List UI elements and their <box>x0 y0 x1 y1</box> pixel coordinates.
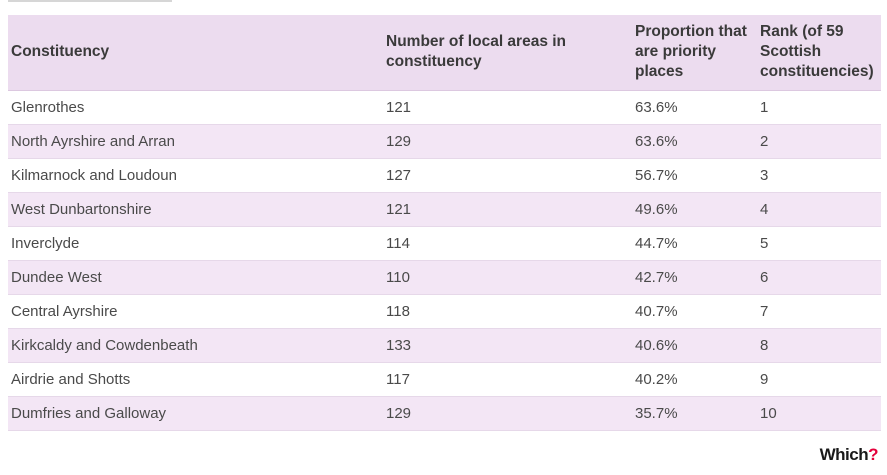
which-logo: Which? <box>819 445 879 465</box>
cell-local-areas: 117 <box>382 362 631 397</box>
cell-proportion: 63.6% <box>631 124 756 159</box>
cell-proportion: 44.7% <box>631 226 756 261</box>
cell-constituency: Kilmarnock and Loudoun <box>8 158 382 193</box>
table-row: Kilmarnock and Loudoun 127 56.7% 3 <box>8 158 881 193</box>
cell-local-areas: 129 <box>382 124 631 159</box>
cell-constituency: West Dunbartonshire <box>8 192 382 227</box>
cell-proportion: 63.6% <box>631 90 756 125</box>
cell-proportion: 35.7% <box>631 396 756 431</box>
logo-question-mark: ? <box>868 445 878 464</box>
cell-proportion: 40.7% <box>631 294 756 329</box>
cell-proportion: 40.2% <box>631 362 756 397</box>
column-header-constituency: Constituency <box>8 15 382 91</box>
cell-rank: 3 <box>756 158 881 193</box>
cell-constituency: Dundee West <box>8 260 382 295</box>
cell-local-areas: 110 <box>382 260 631 295</box>
cell-local-areas: 114 <box>382 226 631 261</box>
cell-proportion: 49.6% <box>631 192 756 227</box>
cell-rank: 5 <box>756 226 881 261</box>
table-header: Constituency Number of local areas in co… <box>8 15 881 91</box>
table-row: Airdrie and Shotts 117 40.2% 9 <box>8 362 881 397</box>
column-header-local-areas: Number of local areas in constituency <box>382 15 631 91</box>
table-row: Kirkcaldy and Cowdenbeath 133 40.6% 8 <box>8 328 881 363</box>
cell-rank: 9 <box>756 362 881 397</box>
table-row: Glenrothes 121 63.6% 1 <box>8 90 881 125</box>
column-header-rank: Rank (of 59 Scottish constituencies) <box>756 15 881 91</box>
logo-wordmark: Which <box>819 445 869 464</box>
cell-proportion: 56.7% <box>631 158 756 193</box>
cell-local-areas: 127 <box>382 158 631 193</box>
table-row: Dumfries and Galloway 129 35.7% 10 <box>8 396 881 431</box>
cell-constituency: Central Ayrshire <box>8 294 382 329</box>
cell-local-areas: 121 <box>382 192 631 227</box>
priority-places-table: Constituency Number of local areas in co… <box>8 15 881 431</box>
cell-proportion: 40.6% <box>631 328 756 363</box>
table-row: Inverclyde 114 44.7% 5 <box>8 226 881 261</box>
cell-local-areas: 121 <box>382 90 631 125</box>
priority-places-table-container: Constituency Number of local areas in co… <box>8 15 881 431</box>
cell-local-areas: 129 <box>382 396 631 431</box>
cell-constituency: Kirkcaldy and Cowdenbeath <box>8 328 382 363</box>
cell-constituency: North Ayrshire and Arran <box>8 124 382 159</box>
cell-constituency: Inverclyde <box>8 226 382 261</box>
cell-constituency: Glenrothes <box>8 90 382 125</box>
cell-rank: 6 <box>756 260 881 295</box>
table-row: North Ayrshire and Arran 129 63.6% 2 <box>8 124 881 159</box>
column-header-proportion: Proportion that are priority places <box>631 15 756 91</box>
table-row: West Dunbartonshire 121 49.6% 4 <box>8 192 881 227</box>
cell-local-areas: 118 <box>382 294 631 329</box>
table-row: Central Ayrshire 118 40.7% 7 <box>8 294 881 329</box>
header-row: Constituency Number of local areas in co… <box>8 15 881 91</box>
top-divider <box>8 0 172 2</box>
cell-rank: 8 <box>756 328 881 363</box>
cell-constituency: Airdrie and Shotts <box>8 362 382 397</box>
table-body: Glenrothes 121 63.6% 1 North Ayrshire and Ar… <box>8 90 881 431</box>
cell-rank: 1 <box>756 90 881 125</box>
cell-rank: 2 <box>756 124 881 159</box>
cell-proportion: 42.7% <box>631 260 756 295</box>
cell-constituency: Dumfries and Galloway <box>8 396 382 431</box>
cell-rank: 10 <box>756 396 881 431</box>
table-row: Dundee West 110 42.7% 6 <box>8 260 881 295</box>
cell-local-areas: 133 <box>382 328 631 363</box>
cell-rank: 4 <box>756 192 881 227</box>
cell-rank: 7 <box>756 294 881 329</box>
